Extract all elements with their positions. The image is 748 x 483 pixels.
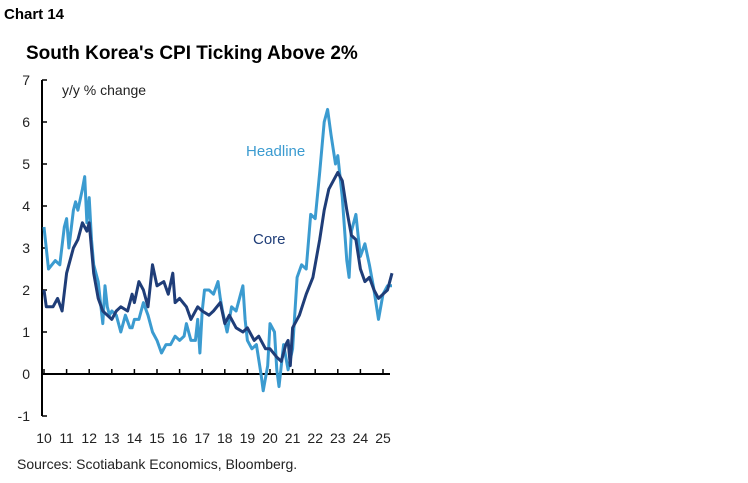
x-tick-label: 25 [375,430,391,446]
y-tick-label: 3 [22,240,30,256]
x-tick-label: 16 [172,430,188,446]
chart-title: South Korea's CPI Ticking Above 2% [26,43,358,64]
x-tick-label: 24 [353,430,369,446]
series-line-core [42,170,394,368]
x-tick-label: 21 [285,430,301,446]
x-tick-label: 11 [59,430,74,446]
series-label-headline: Headline [246,143,305,160]
x-tick-label: 19 [240,430,256,446]
x-tick-label: 23 [330,430,346,446]
x-tick-label: 22 [307,430,323,446]
x-tick-label: 13 [104,430,120,446]
y-tick-label: 0 [22,366,30,382]
x-tick-label: 18 [217,430,233,446]
x-tick-label: 17 [194,430,210,446]
source-note: Sources: Scotiabank Economics, Bloomberg… [17,456,298,472]
y-tick-label: 5 [22,156,30,172]
chart-number-label: Chart 14 [4,6,65,23]
series-label-core: Core [253,231,286,248]
x-tick-label: 15 [149,430,165,446]
x-tick-label: 20 [262,430,278,446]
y-tick-label: 4 [22,198,30,214]
x-tick-label: 14 [127,430,143,446]
y-tick-label: 2 [22,282,30,298]
y-axis-label: y/y % change [62,82,146,98]
y-tick-label: 7 [22,72,30,88]
y-tick-label: -1 [18,408,31,424]
x-tick-label: 10 [36,430,52,446]
y-tick-label: 6 [22,114,30,130]
series-line-headline [42,107,392,393]
x-tick-label: 12 [81,430,97,446]
y-tick-label: 1 [22,324,30,340]
